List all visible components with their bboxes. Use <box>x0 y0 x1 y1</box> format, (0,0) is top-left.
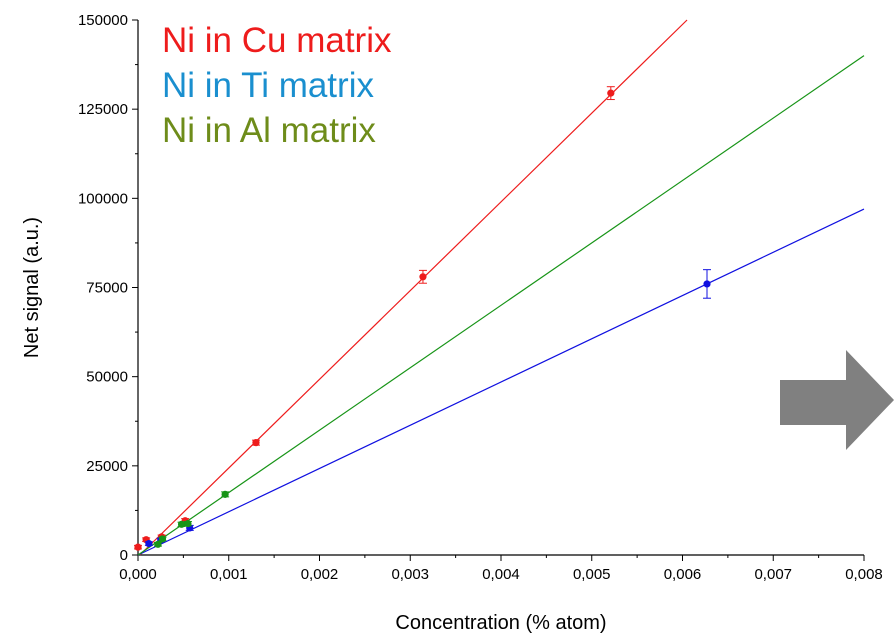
data-point <box>145 539 153 548</box>
x-tick-label: 0,007 <box>754 566 792 583</box>
fit-lines <box>137 19 865 556</box>
y-tick-label: 125000 <box>78 101 128 118</box>
annotations <box>780 350 894 450</box>
x-tick-label: 0,001 <box>210 566 248 583</box>
data-point <box>184 520 192 528</box>
data-point <box>252 439 260 447</box>
legend-entry: Ni in Ti matrix <box>162 66 374 105</box>
x-tick-label: 0,008 <box>845 566 883 583</box>
data-point <box>154 540 162 548</box>
legend-entry: Ni in Cu matrix <box>162 21 392 60</box>
x-tick-label: 0,005 <box>573 566 611 583</box>
data-point <box>158 535 167 543</box>
axes: 0,000 0,001 0,002 0,003 0,004 0,005 0,006 0,007… <box>78 12 883 583</box>
x-tick-label: 0,003 <box>391 566 429 583</box>
y-tick-label: 25000 <box>86 458 128 475</box>
legend: Ni in Cu matrix Ni in Ti matrix Ni in Al m… <box>162 21 392 150</box>
data-point <box>419 273 427 281</box>
arrow-right-icon <box>780 350 894 450</box>
x-tick-label: 0,002 <box>301 566 339 583</box>
fit-line <box>139 19 688 556</box>
legend-entry: Ni in Al matrix <box>162 111 376 150</box>
fit-line <box>137 55 865 556</box>
x-tick-label: 0,006 <box>664 566 702 583</box>
data-point <box>134 543 142 551</box>
y-tick-label: 0 <box>120 547 128 564</box>
data-points <box>134 86 712 551</box>
x-axis-label: Concentration (% atom) <box>395 612 606 634</box>
x-tick-label: 0,000 <box>119 566 157 583</box>
data-point <box>703 280 711 288</box>
data-point <box>607 89 615 97</box>
y-tick-label: 75000 <box>86 280 128 297</box>
data-point <box>177 520 186 528</box>
y-tick-label: 50000 <box>86 369 128 386</box>
data-point <box>221 490 229 498</box>
y-axis-label: Net signal (a.u.) <box>21 217 43 358</box>
fit-line <box>137 208 865 556</box>
x-tick-label: 0,004 <box>482 566 520 583</box>
y-tick-label: 150000 <box>78 12 128 29</box>
y-tick-label: 100000 <box>78 190 128 207</box>
